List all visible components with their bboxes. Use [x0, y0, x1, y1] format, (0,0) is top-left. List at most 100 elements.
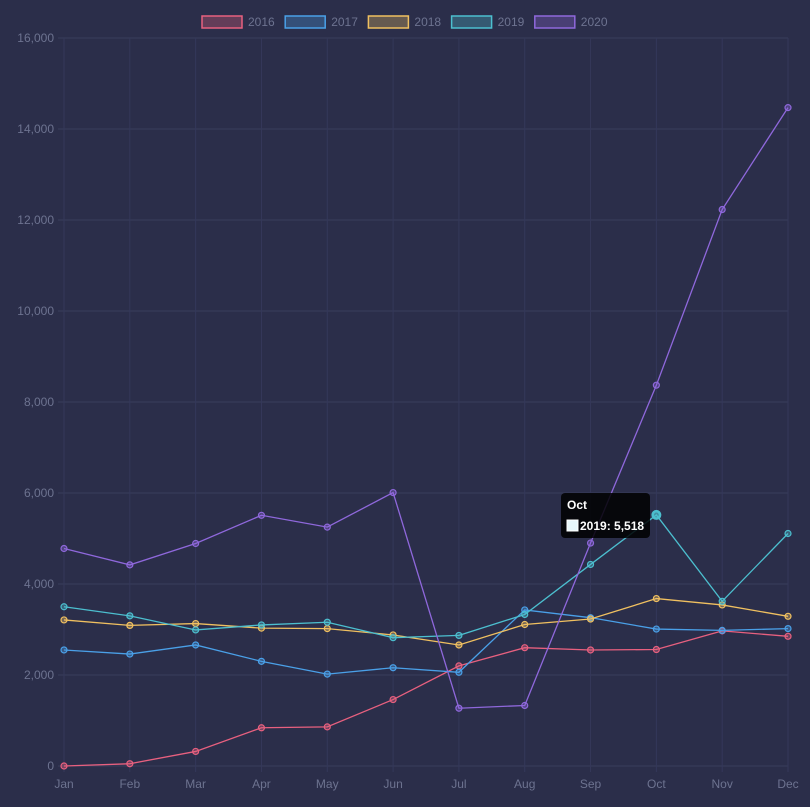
data-point[interactable]: [521, 620, 529, 629]
data-point[interactable]: [257, 511, 266, 519]
x-tick-label: Oct: [647, 777, 666, 791]
data-point[interactable]: [652, 625, 660, 633]
series-layer: [60, 104, 792, 770]
series-2018: [60, 594, 792, 649]
data-point[interactable]: [784, 612, 792, 620]
data-point[interactable]: [586, 615, 595, 623]
x-tick-label: Jul: [451, 777, 466, 791]
legend-label: 2020: [581, 15, 608, 29]
data-point[interactable]: [455, 704, 463, 712]
data-point[interactable]: [586, 646, 595, 654]
data-point[interactable]: [257, 724, 266, 732]
series-2019: [60, 511, 792, 642]
data-point[interactable]: [521, 610, 529, 619]
data-point[interactable]: [586, 560, 595, 569]
data-point[interactable]: [389, 488, 397, 497]
data-point[interactable]: [192, 626, 200, 634]
data-point[interactable]: [192, 641, 200, 649]
series-2020: [60, 104, 792, 712]
x-tick-label: Apr: [252, 777, 271, 791]
y-tick-label: 0: [47, 759, 54, 773]
y-tick-label: 4,000: [24, 577, 54, 591]
legend-item-2019[interactable]: 2019: [450, 15, 525, 29]
data-point[interactable]: [257, 657, 266, 665]
legend-item-2020[interactable]: 2020: [534, 15, 608, 29]
data-point[interactable]: [389, 664, 397, 672]
legend-item-2018[interactable]: 2018: [367, 15, 441, 29]
data-point[interactable]: [126, 612, 134, 620]
data-point[interactable]: [323, 624, 331, 633]
data-point[interactable]: [784, 624, 792, 633]
data-point[interactable]: [192, 539, 200, 548]
x-tick-label: Feb: [119, 777, 140, 791]
y-tick-label: 2,000: [24, 668, 54, 682]
legend-swatch: [450, 15, 493, 29]
x-tick-label: May: [316, 777, 339, 791]
x-tick-label: Jan: [54, 777, 73, 791]
data-point[interactable]: [784, 104, 792, 112]
data-point[interactable]: [455, 662, 463, 670]
legend-label: 2017: [331, 15, 358, 29]
data-point[interactable]: [257, 621, 266, 629]
data-point[interactable]: [323, 618, 331, 626]
data-point[interactable]: [60, 762, 68, 770]
data-point[interactable]: [389, 634, 397, 642]
data-point[interactable]: [126, 650, 134, 658]
data-point[interactable]: [455, 641, 463, 649]
data-point[interactable]: [455, 668, 463, 676]
y-tick-label: 10,000: [17, 304, 54, 318]
data-point[interactable]: [389, 695, 397, 704]
data-point[interactable]: [60, 646, 68, 654]
x-tick-label: Jun: [383, 777, 402, 791]
data-point[interactable]: [126, 760, 134, 768]
data-point[interactable]: [586, 539, 595, 547]
data-point[interactable]: [323, 723, 331, 731]
tooltip-box: [561, 493, 650, 538]
data-point[interactable]: [323, 670, 331, 678]
data-point[interactable]: [718, 626, 726, 635]
data-point[interactable]: [521, 701, 529, 710]
data-point[interactable]: [784, 632, 792, 640]
x-tick-label: Aug: [514, 777, 535, 791]
legend-item-2016[interactable]: 2016: [201, 15, 275, 29]
tooltip: Oct 2019: 5,518: [561, 493, 662, 538]
data-point[interactable]: [521, 644, 529, 652]
data-point[interactable]: [126, 621, 134, 630]
highlighted-point: [651, 509, 662, 520]
data-point[interactable]: [192, 747, 200, 756]
grid: [58, 37, 789, 772]
legend: 2016 2017 2018 2019 2020: [201, 15, 608, 29]
tooltip-label: 2019: 5,518: [580, 519, 644, 533]
data-point[interactable]: [652, 645, 660, 654]
y-tick-label: 12,000: [17, 213, 54, 227]
legend-swatch: [367, 15, 410, 29]
series-line: [63, 630, 789, 767]
tooltip-swatch: [566, 519, 579, 532]
data-point[interactable]: [60, 616, 68, 624]
data-point[interactable]: [718, 597, 726, 605]
series-line: [63, 597, 789, 646]
series-line: [63, 107, 789, 709]
data-point[interactable]: [60, 603, 68, 611]
data-point[interactable]: [192, 619, 200, 628]
legend-swatch: [201, 15, 243, 29]
legend-label: 2018: [414, 15, 441, 29]
data-point[interactable]: [718, 205, 726, 214]
data-point[interactable]: [784, 529, 792, 538]
x-tick-label: Sep: [580, 777, 602, 791]
data-point[interactable]: [455, 631, 463, 640]
legend-swatch: [284, 15, 326, 29]
legend-label: 2019: [498, 15, 525, 29]
legend-item-2017[interactable]: 2017: [284, 15, 358, 29]
x-tick-label: Nov: [712, 777, 733, 791]
data-point[interactable]: [126, 561, 134, 569]
data-point[interactable]: [60, 544, 68, 553]
data-point[interactable]: [652, 381, 660, 389]
data-point[interactable]: [652, 594, 660, 603]
y-tick-label: 16,000: [17, 31, 54, 45]
series-line: [63, 514, 789, 639]
y-tick-label: 14,000: [17, 122, 54, 136]
data-point[interactable]: [323, 523, 331, 531]
series-2016: [60, 627, 792, 770]
